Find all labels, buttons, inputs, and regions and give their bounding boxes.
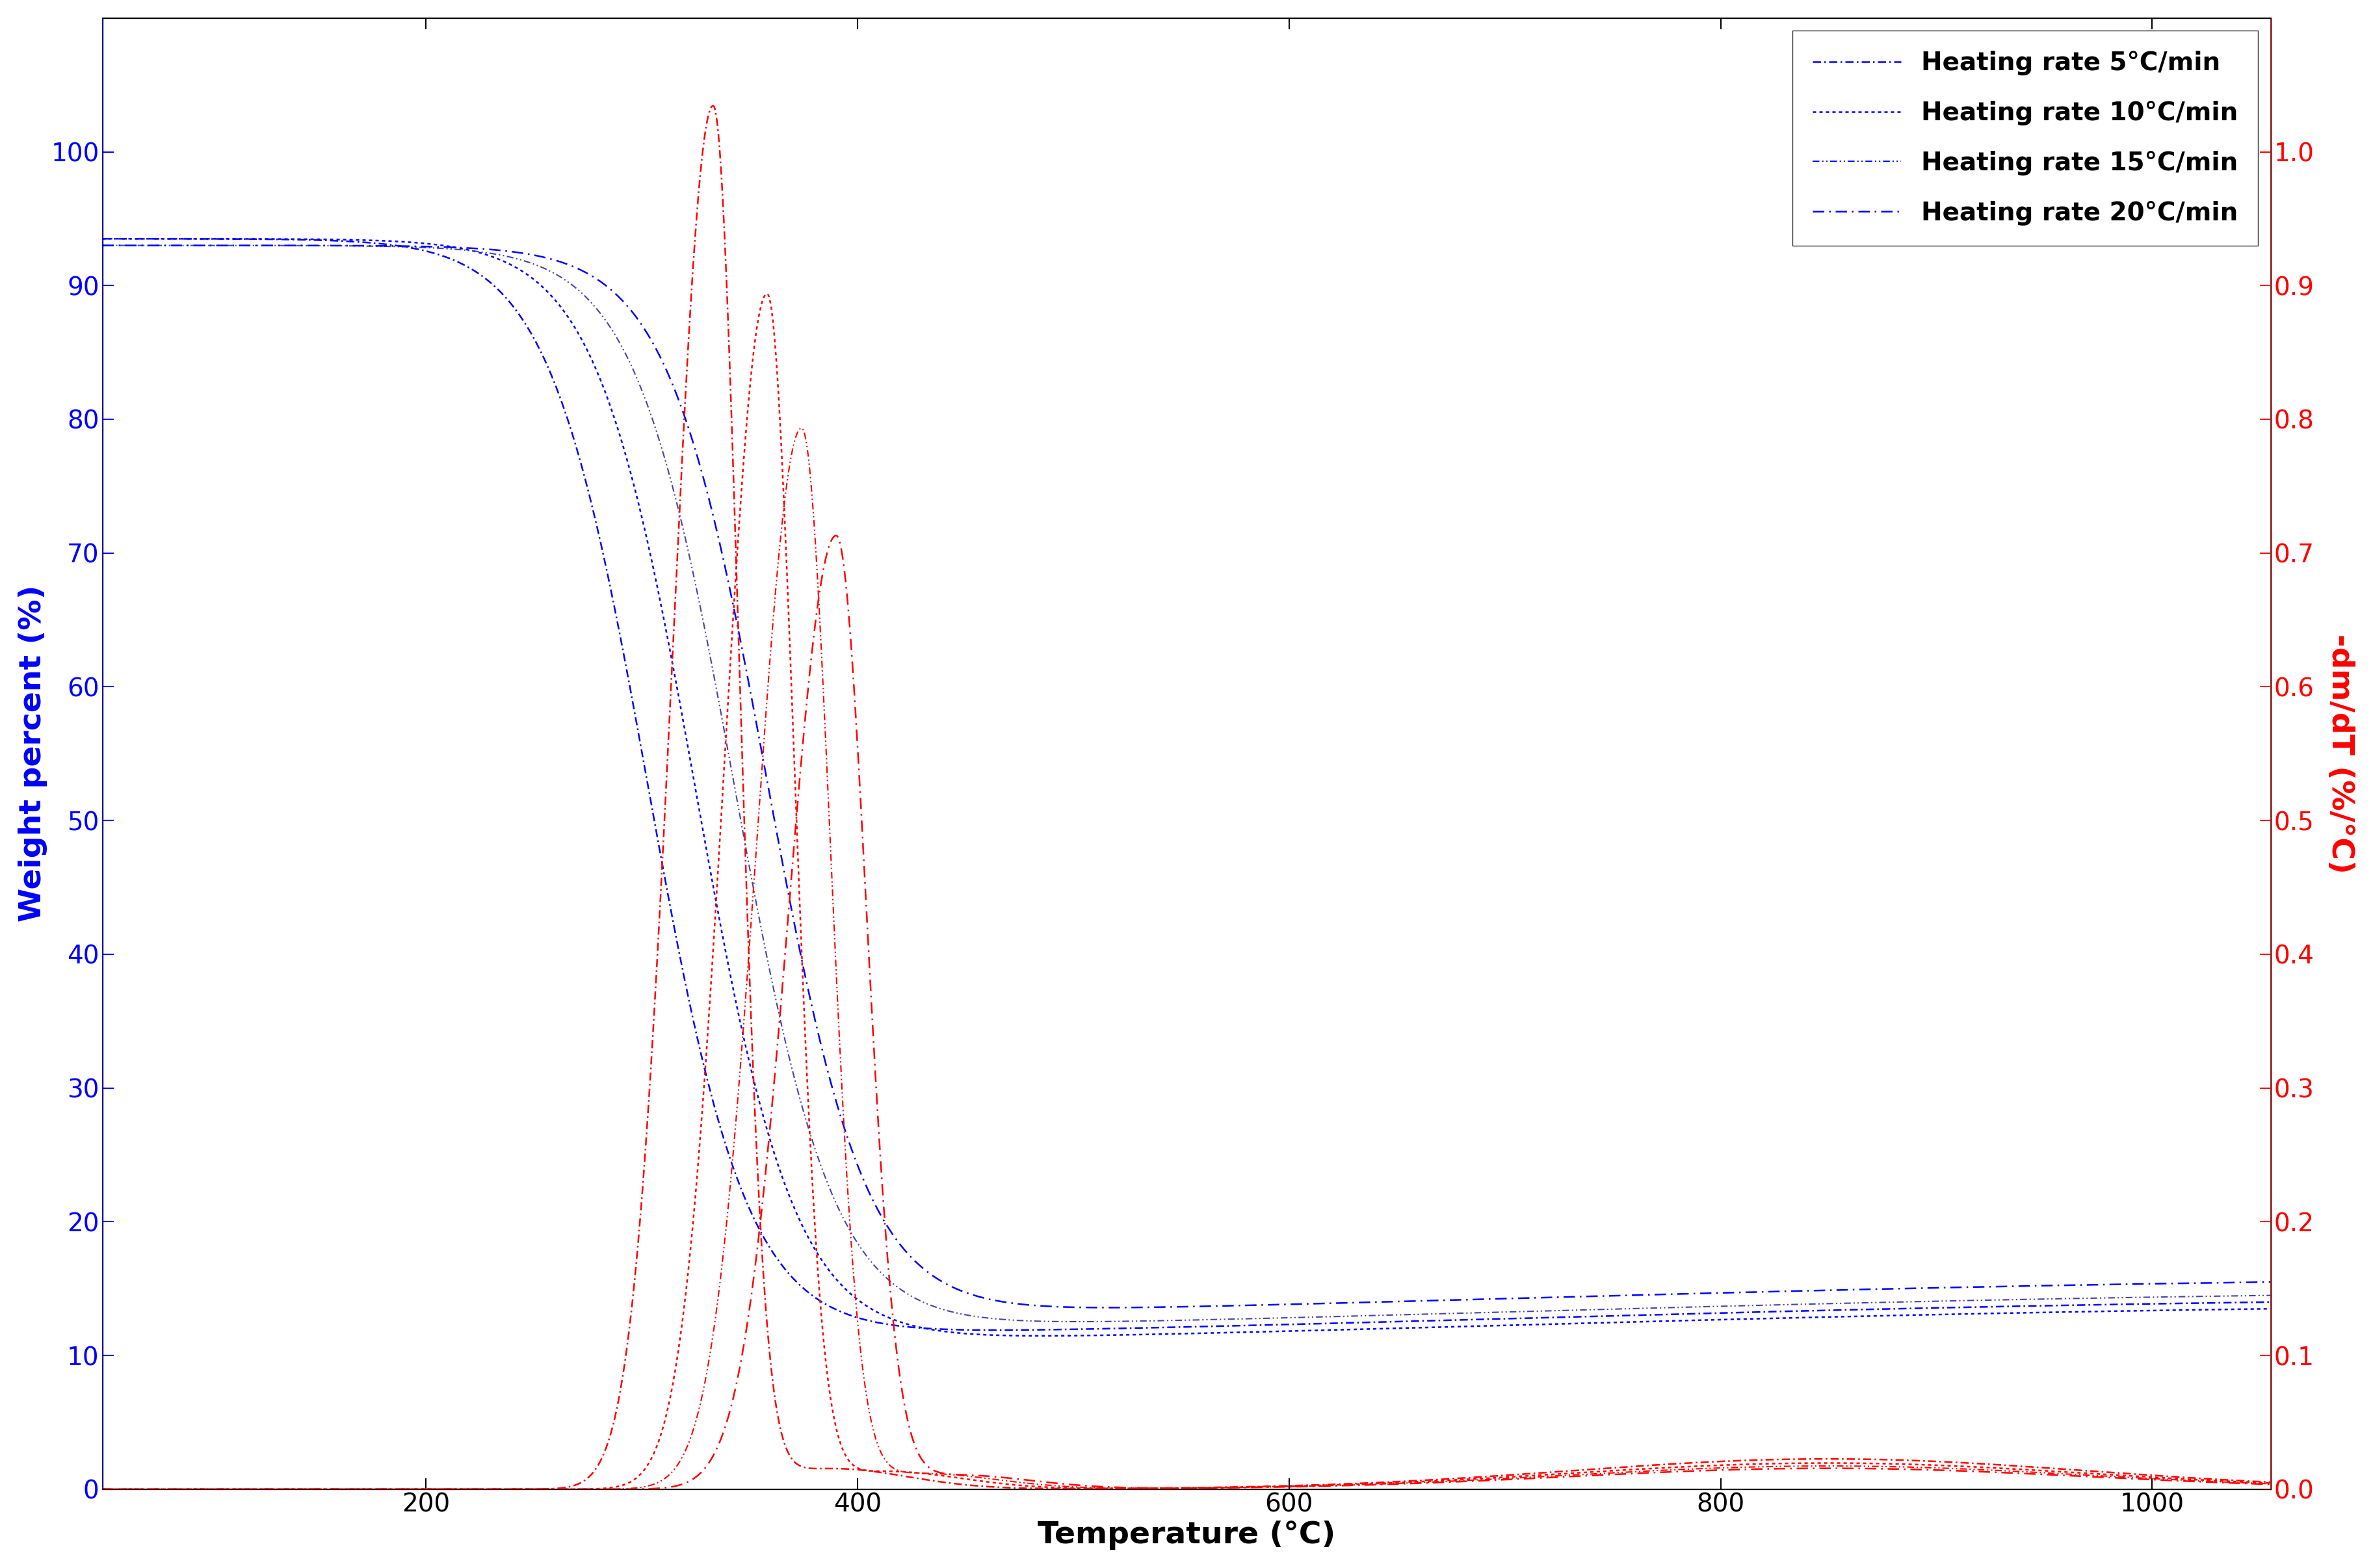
Line: Heating rate 20°C/min: Heating rate 20°C/min xyxy=(102,246,2271,1308)
Y-axis label: -dm/dT (%/°C): -dm/dT (%/°C) xyxy=(2326,633,2354,873)
Heating rate 20°C/min xyxy=(1013,1295,1042,1314)
Heating rate 5°C/min xyxy=(465,263,494,282)
Heating rate 15°C/min xyxy=(2257,1286,2285,1305)
Heating rate 20°C/min xyxy=(335,237,363,256)
Heating rate 5°C/min xyxy=(2214,1294,2242,1312)
Heating rate 5°C/min xyxy=(335,232,363,251)
Heating rate 15°C/min xyxy=(2214,1287,2242,1306)
Heating rate 10°C/min xyxy=(1013,1327,1042,1345)
Heating rate 20°C/min xyxy=(921,1267,949,1286)
Heating rate 15°C/min xyxy=(1981,1290,2010,1309)
Heating rate 10°C/min xyxy=(465,243,494,262)
X-axis label: Temperature (°C): Temperature (°C) xyxy=(1037,1521,1336,1549)
Y-axis label: Weight percent (%): Weight percent (%) xyxy=(19,585,47,922)
Heating rate 5°C/min xyxy=(1013,1320,1042,1339)
Heating rate 10°C/min xyxy=(2257,1300,2285,1319)
Heating rate 5°C/min xyxy=(2257,1292,2285,1311)
Line: Heating rate 15°C/min: Heating rate 15°C/min xyxy=(102,246,2271,1322)
Heating rate 20°C/min xyxy=(88,237,116,256)
Heating rate 10°C/min xyxy=(2214,1300,2242,1319)
Heating rate 20°C/min xyxy=(465,240,494,259)
Heating rate 20°C/min xyxy=(2214,1273,2242,1292)
Heating rate 10°C/min xyxy=(1981,1305,2010,1323)
Line: Heating rate 10°C/min: Heating rate 10°C/min xyxy=(102,238,2271,1336)
Heating rate 5°C/min xyxy=(88,229,116,248)
Line: Heating rate 5°C/min: Heating rate 5°C/min xyxy=(102,238,2271,1330)
Heating rate 10°C/min xyxy=(1028,1327,1056,1345)
Heating rate 5°C/min xyxy=(921,1319,949,1338)
Heating rate 10°C/min xyxy=(88,229,116,248)
Heating rate 15°C/min xyxy=(335,237,363,256)
Heating rate 5°C/min xyxy=(1981,1297,2010,1316)
Heating rate 20°C/min xyxy=(1981,1278,2010,1297)
Heating rate 15°C/min xyxy=(1063,1312,1092,1331)
Heating rate 15°C/min xyxy=(465,241,494,260)
Heating rate 10°C/min xyxy=(335,230,363,249)
Heating rate 10°C/min xyxy=(921,1320,949,1339)
Heating rate 15°C/min xyxy=(1013,1311,1042,1330)
Heating rate 15°C/min xyxy=(921,1297,949,1316)
Legend: Heating rate 5°C/min, Heating rate 10°C/min, Heating rate 15°C/min, Heating rate: Heating rate 5°C/min, Heating rate 10°C/… xyxy=(1792,31,2259,246)
Heating rate 15°C/min xyxy=(88,237,116,256)
Heating rate 5°C/min xyxy=(982,1320,1011,1339)
Heating rate 20°C/min xyxy=(1094,1298,1122,1317)
Heating rate 20°C/min xyxy=(2257,1273,2285,1292)
